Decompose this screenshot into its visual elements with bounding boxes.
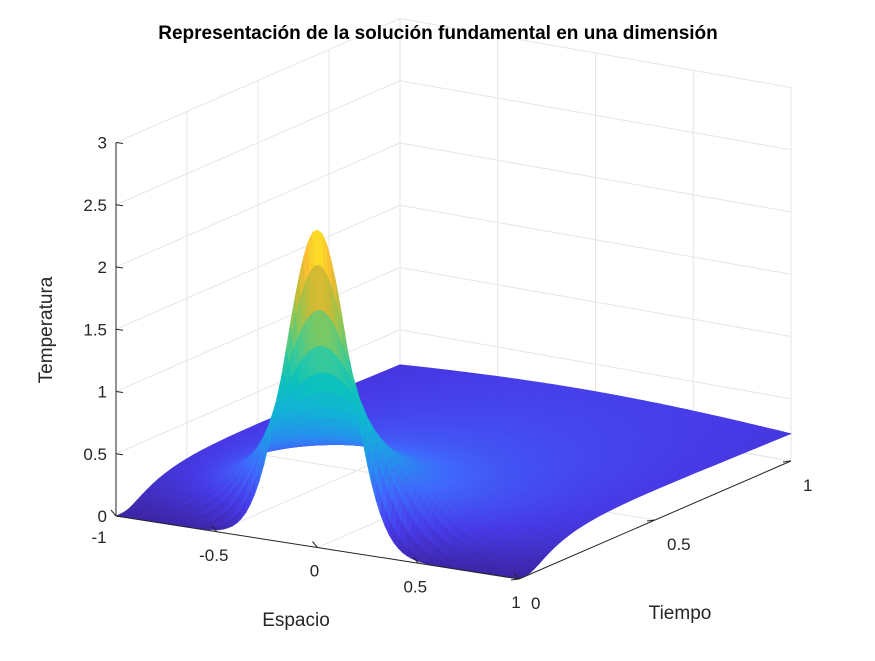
z-tick-label: 1.5 (83, 320, 107, 339)
x-tick-mark (111, 510, 116, 516)
y-tick-label: 0 (531, 594, 540, 613)
z-tick-label: 1 (98, 383, 107, 402)
z-tick-label: 0.5 (83, 445, 107, 464)
z-tick-label: 2.5 (83, 196, 107, 215)
chart-title: Representación de la solución fundamenta… (158, 23, 718, 44)
x-tick-label: -1 (91, 528, 106, 547)
x-tick-label: 0 (310, 562, 319, 581)
z-tick-label: 3 (98, 134, 107, 153)
x-tick-label: -0.5 (199, 546, 228, 565)
x-tick-label: 1 (511, 593, 520, 612)
y-axis-label: Tiempo (649, 603, 712, 624)
x-axis-label: Espacio (262, 610, 330, 631)
y-tick-mark (511, 579, 519, 580)
z-tick-label: 2 (98, 258, 107, 277)
y-tick-label: 0.5 (667, 535, 691, 554)
surface-patch (318, 230, 323, 267)
x-tick-label: 0.5 (403, 577, 427, 596)
y-tick-label: 1 (803, 476, 812, 495)
z-axis-label: Temperatura (36, 276, 57, 383)
z-tick-label: 0 (98, 507, 107, 526)
